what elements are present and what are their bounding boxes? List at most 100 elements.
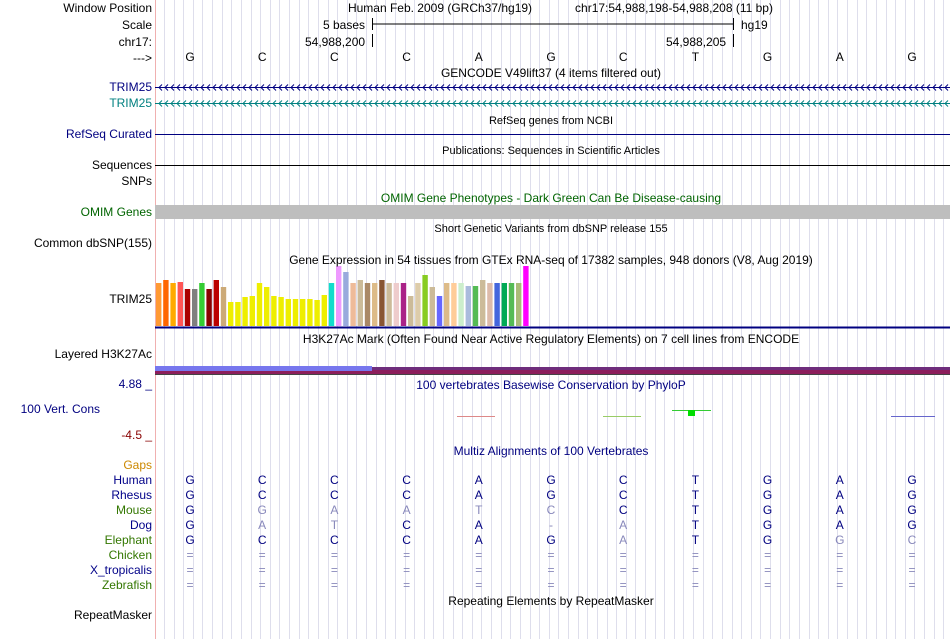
strand-chevron [326, 84, 331, 91]
omim-gene-bar[interactable] [155, 205, 950, 219]
h3k27ac-title[interactable]: H3K27Ac Mark (Often Found Near Active Re… [302, 332, 800, 346]
species-label-elephant[interactable]: Elephant [104, 533, 152, 547]
label-layered-h3k27ac[interactable]: Layered H3K27Ac [54, 347, 152, 361]
strand-chevron [350, 84, 355, 91]
strand-chevron [818, 84, 823, 91]
gtex-tissue-bar [292, 299, 299, 326]
species-label-mouse[interactable]: Mouse [115, 503, 152, 517]
gencode-transcript-2[interactable] [155, 100, 950, 107]
gtex-expression-bars[interactable] [156, 266, 529, 326]
omim-title[interactable]: OMIM Gene Phenotypes - Dark Green Can Be… [380, 191, 722, 205]
strand-chevron [644, 100, 649, 107]
strand-chevron [746, 84, 751, 91]
browser-track-image[interactable]: Human Feb. 2009 (GRCh37/hg19) chr17:54,9… [155, 0, 950, 639]
strand-chevron [338, 100, 343, 107]
strand-chevron [164, 84, 169, 91]
alignment-base: C [330, 473, 339, 487]
alignment-base: A [474, 488, 483, 502]
label-omim-genes[interactable]: OMIM Genes [80, 205, 152, 219]
strand-chevron [398, 84, 403, 91]
strand-chevron [440, 84, 445, 91]
alignment-base: G [907, 503, 917, 517]
strand-chevron [272, 100, 277, 107]
strand-chevron [914, 100, 919, 107]
alignment-base: A [619, 518, 628, 532]
label-common-dbsnp[interactable]: Common dbSNP(155) [33, 236, 152, 250]
track-graphics[interactable] [155, 0, 950, 639]
gtex-tissue-bar [444, 283, 450, 326]
label-trim25-gencode-1[interactable]: TRIM25 [109, 80, 152, 94]
alignment-base: G [185, 533, 195, 547]
h3k27ac-signal[interactable] [155, 366, 950, 375]
strand-chevron [452, 100, 457, 107]
label-sequences[interactable]: Sequences [91, 158, 152, 172]
ruler-base: C [402, 50, 411, 64]
phylop-conservation-marks[interactable] [457, 410, 935, 417]
species-label-rhesus[interactable]: Rhesus [111, 488, 152, 502]
strand-chevron [260, 84, 265, 91]
gencode-transcript-1[interactable] [155, 84, 950, 91]
gtex-tissue-bar [170, 283, 176, 326]
label-gtex-trim25[interactable]: TRIM25 [109, 292, 152, 306]
strand-chevron [890, 84, 895, 91]
strand-chevron [254, 84, 259, 91]
phylop-title[interactable]: 100 vertebrates Basewise Conservation by… [416, 378, 686, 392]
strand-chevron [794, 100, 799, 107]
strand-chevron [896, 100, 901, 107]
strand-chevron [842, 84, 847, 91]
strand-chevron [698, 100, 703, 107]
strand-chevron [206, 100, 211, 107]
strand-chevron [674, 84, 679, 91]
strand-chevron [506, 100, 511, 107]
strand-chevron [338, 84, 343, 91]
gtex-tissue-bar [523, 266, 529, 326]
strand-chevron [824, 100, 829, 107]
refseq-title[interactable]: RefSeq genes from NCBI [488, 115, 614, 127]
species-label-zebrafish[interactable]: Zebrafish [101, 578, 152, 592]
label-100-vert-cons[interactable]: 100 Vert. Cons [20, 402, 100, 416]
gtex-title[interactable]: Gene Expression in 54 tissues from GTEx … [289, 253, 813, 267]
strand-chevron [182, 100, 187, 107]
strand-chevron [218, 84, 223, 91]
label-refseq-curated[interactable]: RefSeq Curated [65, 127, 152, 141]
alignment-base: = [258, 578, 266, 592]
strand-chevron [194, 84, 199, 91]
strand-chevron [752, 84, 757, 91]
strand-chevron [236, 100, 241, 107]
gtex-tissue-bar [199, 283, 205, 326]
alignment-base: = [908, 563, 916, 577]
alignment-base: A [835, 503, 844, 517]
strand-chevron [302, 84, 307, 91]
gtex-tissue-bar [393, 283, 399, 326]
label-repeatmasker[interactable]: RepeatMasker [73, 608, 152, 622]
label-trim25-gencode-2[interactable]: TRIM25 [109, 96, 152, 110]
species-label-chicken[interactable]: Chicken [108, 548, 152, 562]
strand-chevron [266, 84, 271, 91]
strand-chevron [572, 84, 577, 91]
strand-chevron [698, 84, 703, 91]
strand-chevron [422, 100, 427, 107]
ruler-base: T [691, 50, 700, 64]
alignment-base: C [402, 473, 411, 487]
multiz-title[interactable]: Multiz Alignments of 100 Vertebrates [453, 444, 649, 458]
repeatmasker-title[interactable]: Repeating Elements by RepeatMasker [448, 594, 654, 608]
gtex-tissue-bar [516, 283, 522, 326]
gtex-tissue-bar [436, 296, 443, 326]
strand-chevron [884, 100, 889, 107]
label-snps[interactable]: SNPs [121, 174, 152, 188]
gtex-tissue-bar [256, 283, 263, 326]
strand-chevron [926, 100, 931, 107]
species-label-dog[interactable]: Dog [129, 518, 152, 532]
gtex-tissue-bar [220, 287, 227, 326]
publications-title[interactable]: Publications: Sequences in Scientific Ar… [442, 145, 660, 157]
alignment-base: = [836, 563, 844, 577]
alignment-base: G [762, 503, 773, 517]
gencode-title[interactable]: GENCODE V49lift37 (4 items filtered out) [440, 66, 662, 80]
strand-chevron [464, 100, 469, 107]
alignment-base: A [835, 518, 844, 532]
dbsnp-title[interactable]: Short Genetic Variants from dbSNP releas… [434, 223, 668, 235]
species-label-human[interactable]: Human [113, 473, 152, 487]
species-label-x_tropicalis[interactable]: X_tropicalis [89, 563, 152, 577]
strand-chevron [212, 100, 217, 107]
ruler-base: C [618, 50, 628, 64]
